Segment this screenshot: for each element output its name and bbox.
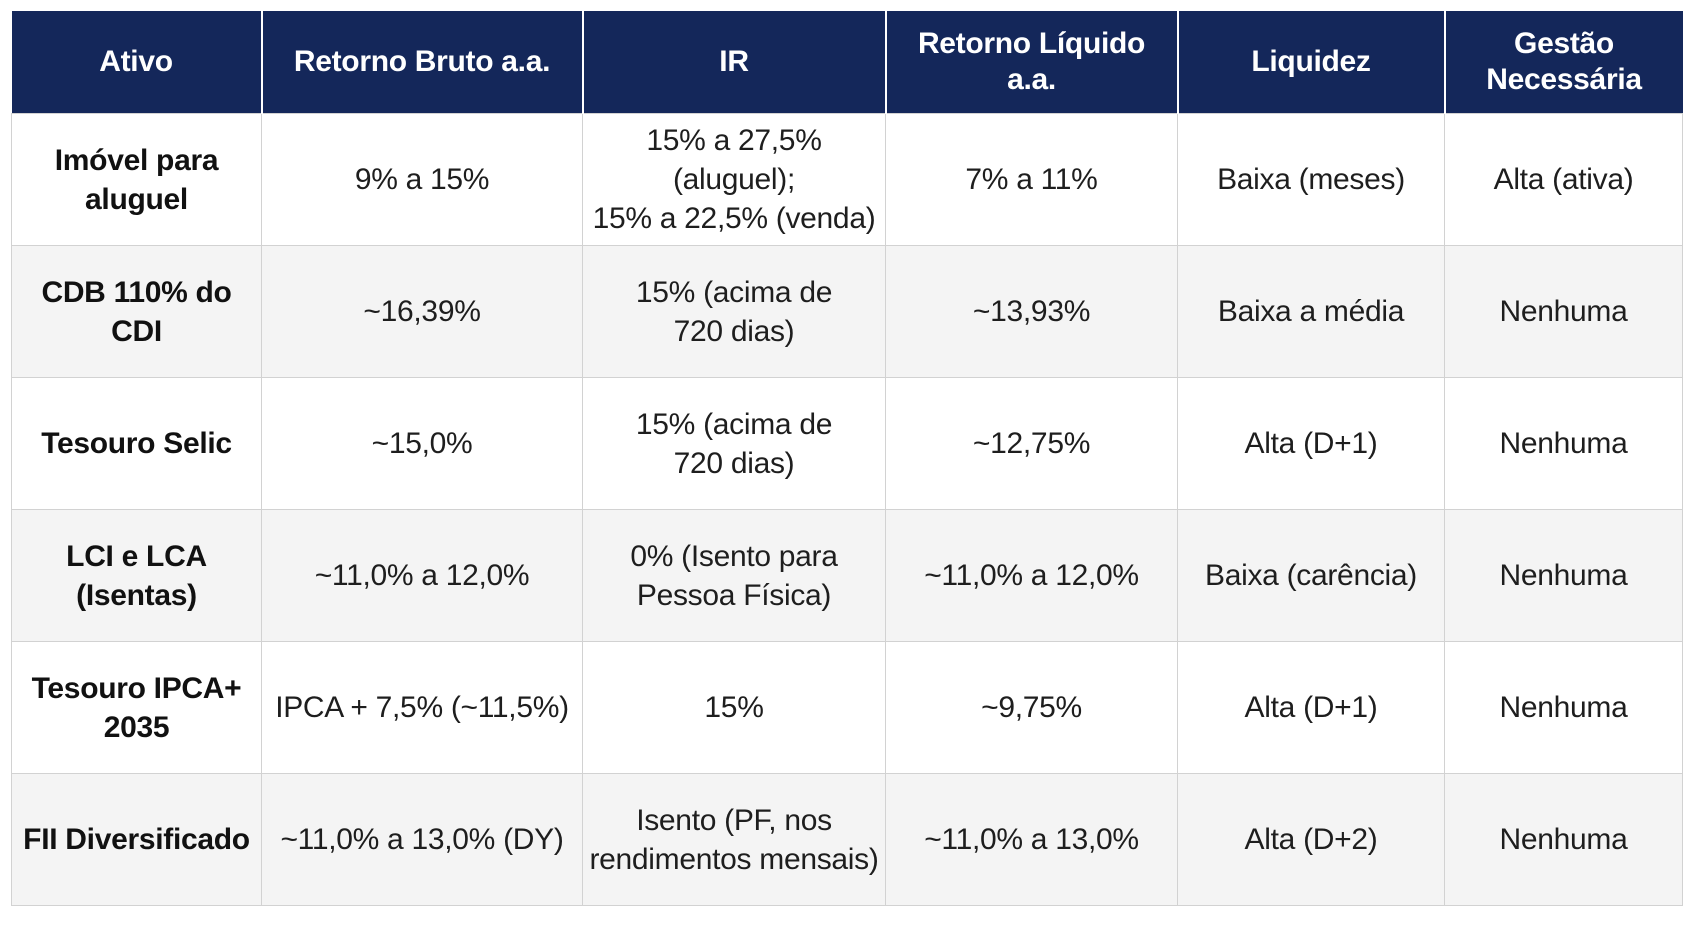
cell-retorno-liquido: ~11,0% a 12,0% bbox=[885, 509, 1178, 642]
cell-ir-line2: 720 dias) bbox=[673, 446, 795, 480]
cell-retorno-liquido: ~11,0% a 13,0% bbox=[885, 773, 1178, 906]
table-body: Imóvel para aluguel 9% a 15% 15% a 27,5%… bbox=[11, 113, 1683, 906]
cell-liquidez: Baixa (carência) bbox=[1177, 509, 1445, 642]
cell-ativo: Tesouro IPCA+ 2035 bbox=[11, 641, 262, 774]
cell-retorno-bruto: ~15,0% bbox=[261, 377, 583, 510]
table-row: Tesouro IPCA+ 2035 IPCA + 7,5% (~11,5%) … bbox=[11, 641, 1683, 774]
cell-retorno-liquido: 7% a 11% bbox=[885, 113, 1178, 246]
table-header: Ativo Retorno Bruto a.a. IR Retorno Líqu… bbox=[11, 11, 1683, 114]
header-row: Ativo Retorno Bruto a.a. IR Retorno Líqu… bbox=[11, 11, 1683, 114]
cell-retorno-bruto: IPCA + 7,5% (~11,5%) bbox=[261, 641, 583, 774]
cell-gestao: Nenhuma bbox=[1444, 377, 1683, 510]
cell-gestao: Nenhuma bbox=[1444, 773, 1683, 906]
cell-ativo: LCI e LCA (Isentas) bbox=[11, 509, 262, 642]
cell-ir: 0% (Isento para Pessoa Física) bbox=[582, 509, 886, 642]
cell-ir-line2: 15% a 22,5% (venda) bbox=[592, 202, 876, 235]
header-gestao-line2: Necessária bbox=[1486, 63, 1642, 96]
cell-ir-line1: Isento (PF, nos bbox=[636, 803, 832, 837]
cell-retorno-bruto: ~16,39% bbox=[261, 245, 583, 378]
header-ir: IR bbox=[581, 11, 886, 114]
cell-retorno-bruto: 9% a 15% bbox=[261, 113, 583, 246]
cell-ir: 15% bbox=[582, 641, 886, 774]
cell-ativo: Imóvel para aluguel bbox=[11, 113, 262, 246]
table-row: FII Diversificado ~11,0% a 13,0% (DY) Is… bbox=[11, 773, 1683, 906]
cell-ir-line1: 15% bbox=[704, 691, 764, 724]
cell-ativo: Tesouro Selic bbox=[11, 377, 262, 510]
cell-gestao: Alta (ativa) bbox=[1444, 113, 1683, 246]
cell-ir: 15% (acima de 720 dias) bbox=[582, 377, 886, 510]
table-row: Imóvel para aluguel 9% a 15% 15% a 27,5%… bbox=[11, 113, 1683, 246]
cell-liquidez: Alta (D+1) bbox=[1177, 641, 1445, 774]
cell-retorno-bruto: ~11,0% a 12,0% bbox=[261, 509, 583, 642]
cell-ir-line1: 15% (acima de bbox=[635, 407, 833, 441]
cell-ativo: FII Diversificado bbox=[11, 773, 262, 906]
cell-ir-line1: 15% (acima de bbox=[635, 275, 833, 309]
table-row: CDB 110% do CDI ~16,39% 15% (acima de 72… bbox=[11, 245, 1683, 378]
header-liquidez: Liquidez bbox=[1176, 11, 1445, 114]
cell-ir-line1: 0% (Isento para bbox=[630, 539, 838, 573]
cell-liquidez: Baixa a média bbox=[1177, 245, 1445, 378]
cell-retorno-bruto: ~11,0% a 13,0% (DY) bbox=[261, 773, 583, 906]
cell-ir: 15% (acima de 720 dias) bbox=[582, 245, 886, 378]
cell-liquidez: Alta (D+2) bbox=[1177, 773, 1445, 906]
cell-retorno-liquido: ~9,75% bbox=[885, 641, 1178, 774]
header-retorno-bruto: Retorno Bruto a.a. bbox=[260, 11, 583, 114]
cell-ir-line2: rendimentos mensais) bbox=[589, 842, 879, 876]
cell-ir: Isento (PF, nos rendimentos mensais) bbox=[582, 773, 886, 906]
cell-retorno-liquido: ~13,93% bbox=[885, 245, 1178, 378]
header-gestao-line1: Gestão bbox=[1514, 27, 1614, 60]
cell-gestao: Nenhuma bbox=[1444, 641, 1683, 774]
cell-gestao: Nenhuma bbox=[1444, 509, 1683, 642]
investment-comparison-table: Ativo Retorno Bruto a.a. IR Retorno Líqu… bbox=[11, 11, 1683, 906]
header-ativo: Ativo bbox=[11, 11, 262, 114]
cell-ir-line2: 720 dias) bbox=[673, 314, 795, 348]
table-row: Tesouro Selic ~15,0% 15% (acima de 720 d… bbox=[11, 377, 1683, 510]
cell-ativo: CDB 110% do CDI bbox=[11, 245, 262, 378]
cell-liquidez: Alta (D+1) bbox=[1177, 377, 1445, 510]
cell-gestao: Nenhuma bbox=[1444, 245, 1683, 378]
cell-ir-line1: 15% a 27,5% (aluguel); bbox=[646, 124, 822, 196]
comparison-table-container: Ativo Retorno Bruto a.a. IR Retorno Líqu… bbox=[11, 11, 1683, 906]
cell-retorno-liquido: ~12,75% bbox=[885, 377, 1178, 510]
header-retorno-liquido: Retorno Líquido a.a. bbox=[884, 11, 1178, 114]
cell-liquidez: Baixa (meses) bbox=[1177, 113, 1445, 246]
cell-ir-line2: Pessoa Física) bbox=[636, 578, 832, 612]
header-gestao: Gestão Necessária bbox=[1443, 11, 1683, 114]
cell-ir: 15% a 27,5% (aluguel); 15% a 22,5% (vend… bbox=[582, 113, 886, 246]
table-row: LCI e LCA (Isentas) ~11,0% a 12,0% 0% (I… bbox=[11, 509, 1683, 642]
